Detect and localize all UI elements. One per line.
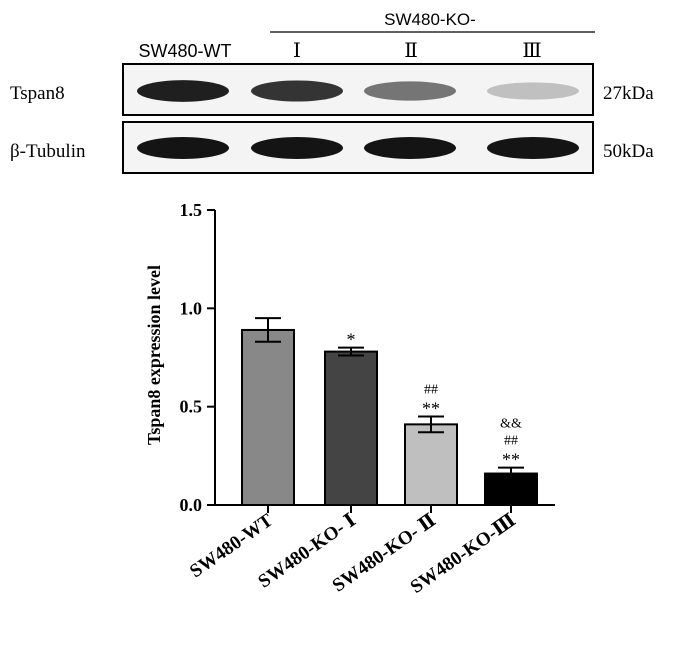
tubulin-bands (137, 137, 579, 159)
ko-group-header: SW480-KO- (384, 10, 476, 29)
y-tick-label: 1.5 (180, 200, 203, 220)
significance-mark-4: && (500, 417, 522, 432)
band-tubulin-lane-3 (364, 137, 456, 159)
significance-mark-2: * (347, 330, 356, 350)
western-blot-panel: SW480-KO- SW480-WT Ⅰ Ⅱ Ⅲ Tspan8 27kDa β-… (10, 10, 654, 174)
size-label-tspan8: 27kDa (603, 83, 654, 104)
y-axis-label: Tspan8 expression level (144, 265, 164, 445)
y-tick-label: 0.5 (180, 397, 203, 417)
band-tubulin-lane-2 (251, 137, 343, 159)
bar-2 (324, 350, 378, 506)
lane-label-ko-1: Ⅰ (293, 40, 301, 62)
significance-mark-3: ** (422, 399, 440, 419)
tspan8-bands (137, 80, 579, 102)
band-tubulin-lane-4 (487, 137, 579, 159)
band-tspan8-lane-2 (251, 80, 343, 102)
band-tspan8-lane-4 (487, 82, 579, 100)
band-tspan8-lane-3 (364, 81, 456, 101)
lane-label-ko-3: Ⅲ (522, 40, 541, 62)
bar-1 (241, 328, 295, 507)
y-ticks: 0.0 0.5 1.0 1.5 (180, 200, 215, 515)
y-tick-label: 0.0 (180, 495, 203, 515)
bar-3 (404, 423, 458, 506)
protein-label-tspan8: Tspan8 (10, 83, 65, 104)
protein-label-tubulin: β-Tubulin (10, 141, 86, 162)
lane-label-ko-2: Ⅱ (404, 40, 418, 62)
band-tubulin-lane-1 (137, 137, 229, 159)
significance-mark-4: ## (504, 434, 518, 449)
bar-chart-panel: Tspan8 expression level 0.00.51.01.5 ***… (144, 200, 555, 598)
significance-mark-3: ## (424, 383, 438, 398)
significance-mark-4: ** (502, 450, 520, 470)
band-tspan8-lane-1 (137, 80, 229, 102)
size-label-tubulin: 50kDa (603, 141, 654, 162)
lane-label-wt: SW480-WT (138, 41, 231, 61)
y-tick-label: 1.0 (180, 298, 203, 318)
bars: ***##**##&& (241, 317, 538, 507)
